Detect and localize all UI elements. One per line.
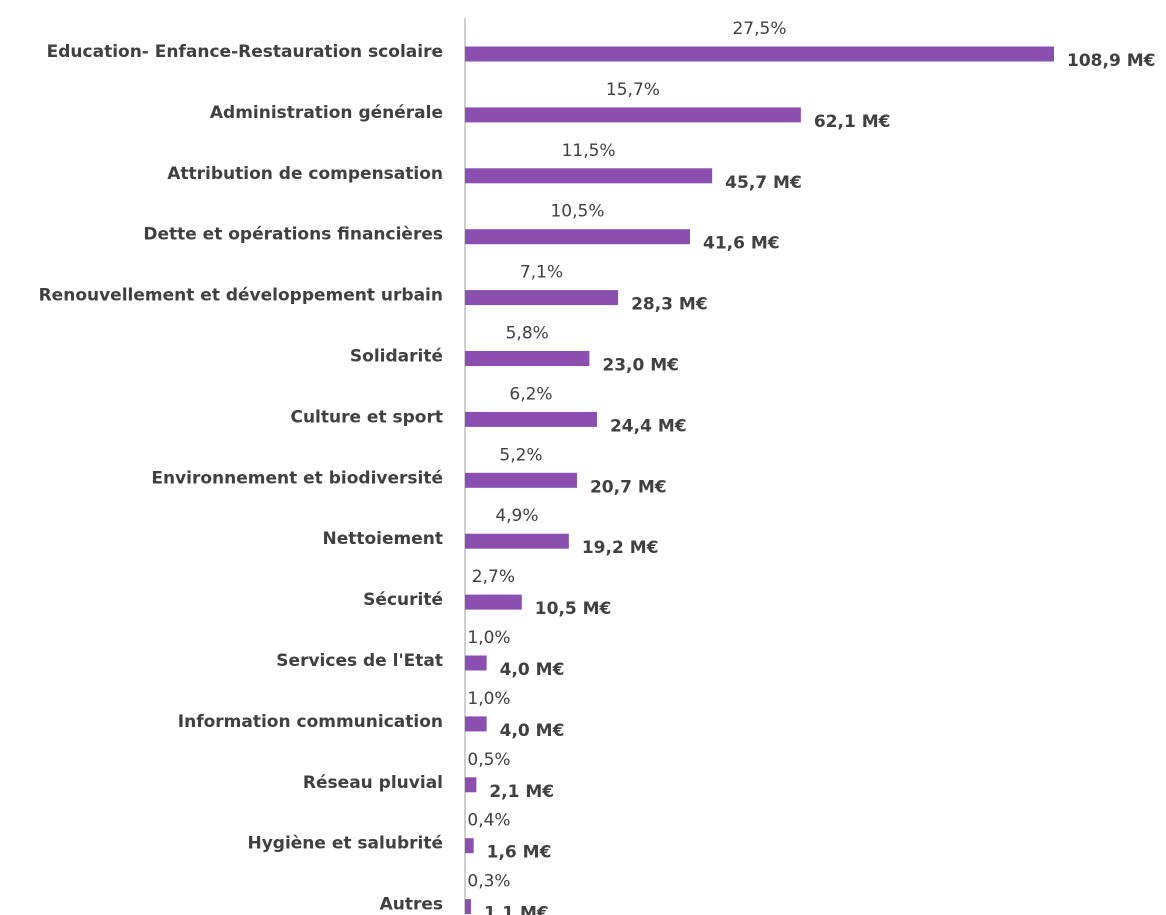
percent-label: 27,5% <box>732 19 786 39</box>
category-label: Environnement et biodiversité <box>151 468 443 488</box>
category-label: Solidarité <box>350 347 443 367</box>
percent-label: 2,7% <box>472 567 515 587</box>
bar <box>465 716 487 732</box>
percent-label: 1,0% <box>467 628 510 648</box>
value-label: 20,7 M€ <box>590 477 667 497</box>
bar <box>465 351 590 366</box>
value-label: 4,0 M€ <box>500 660 565 680</box>
value-label: 108,9 M€ <box>1067 51 1155 71</box>
percent-label: 1,0% <box>467 689 510 709</box>
bar <box>465 838 474 854</box>
category-label: Nettoiement <box>322 529 443 549</box>
bar <box>465 655 487 671</box>
value-label: 1,6 M€ <box>487 843 552 863</box>
category-label: Hygiène et salubrité <box>247 834 443 854</box>
percent-label: 7,1% <box>520 263 563 283</box>
category-label: Attribution de compensation <box>167 164 443 184</box>
category-label: Culture et sport <box>290 407 443 427</box>
value-label: 2,1 M€ <box>489 782 554 802</box>
bar <box>465 899 471 915</box>
category-label: Services de l'Etat <box>276 651 443 671</box>
category-label: Information communication <box>178 712 443 732</box>
percent-label: 4,9% <box>495 506 538 526</box>
chart-marks: Education- Enfance-Restauration scolaire… <box>39 19 1156 915</box>
bar <box>465 229 690 245</box>
bar <box>465 290 619 306</box>
bar <box>465 594 522 610</box>
category-label: Administration générale <box>210 103 443 123</box>
category-label: Autres <box>380 895 443 915</box>
percent-label: 0,3% <box>467 872 510 892</box>
category-label: Dette et opérations financières <box>143 225 443 245</box>
value-label: 19,2 M€ <box>582 538 659 558</box>
percent-label: 0,4% <box>467 811 510 831</box>
percent-label: 5,2% <box>499 445 542 465</box>
percent-label: 0,5% <box>467 750 510 770</box>
value-label: 10,5 M€ <box>535 599 612 619</box>
percent-label: 6,2% <box>509 384 552 404</box>
value-label: 1,1 M€ <box>484 904 549 915</box>
percent-label: 10,5% <box>550 202 604 222</box>
bar <box>465 472 577 488</box>
value-label: 28,3 M€ <box>631 295 708 315</box>
bar <box>465 777 477 793</box>
value-label: 4,0 M€ <box>500 721 565 741</box>
bar <box>465 168 713 184</box>
value-label: 41,6 M€ <box>703 234 780 254</box>
bar <box>465 107 801 123</box>
category-label: Sécurité <box>363 590 443 610</box>
bar <box>465 533 569 549</box>
value-label: 24,4 M€ <box>610 416 687 436</box>
value-label: 45,7 M€ <box>725 173 802 193</box>
category-label: Réseau pluvial <box>303 773 443 793</box>
value-label: 62,1 M€ <box>814 112 891 132</box>
percent-label: 5,8% <box>506 324 549 344</box>
category-label: Renouvellement et développement urbain <box>39 286 443 306</box>
value-label: 23,0 M€ <box>602 356 679 376</box>
percent-label: 11,5% <box>562 141 616 161</box>
bar <box>465 46 1054 62</box>
percent-label: 15,7% <box>606 80 660 100</box>
category-label: Education- Enfance-Restauration scolaire <box>47 42 443 62</box>
bar <box>465 411 597 427</box>
